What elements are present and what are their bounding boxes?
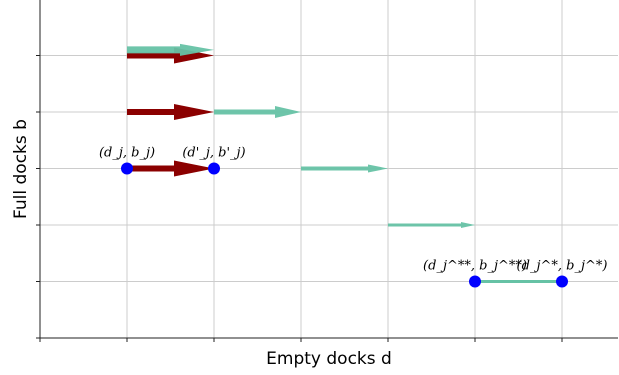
point-label-0: (d_j, b_j) [99, 146, 155, 161]
point-2 [469, 275, 481, 288]
teal-arrow-0 [127, 43, 214, 56]
teal-arrow-3 [388, 222, 475, 228]
red-arrow-2 [127, 160, 214, 177]
point-label-1: (d'_j, b'_j) [182, 146, 245, 161]
x-axis-label: Empty docks d [266, 349, 392, 369]
red-arrow-1 [127, 104, 214, 120]
axis-ticks [36, 55, 563, 342]
teal-arrow-2 [301, 164, 388, 173]
point-0 [121, 162, 133, 175]
teal-arrow-1 [214, 106, 301, 118]
y-axis-label: Full docks b [11, 119, 31, 219]
point-1 [208, 162, 220, 175]
point-labels: (d_j, b_j) (d'_j, b'_j) (d_j^**, b_j^**)(d… [99, 146, 608, 274]
point-label-3: (d_j^*, b_j^*) [517, 259, 608, 274]
point-label-2: (d_j^**, b_j^**) [423, 259, 527, 274]
arrows [127, 43, 475, 228]
points [121, 162, 568, 288]
point-3 [556, 275, 568, 288]
